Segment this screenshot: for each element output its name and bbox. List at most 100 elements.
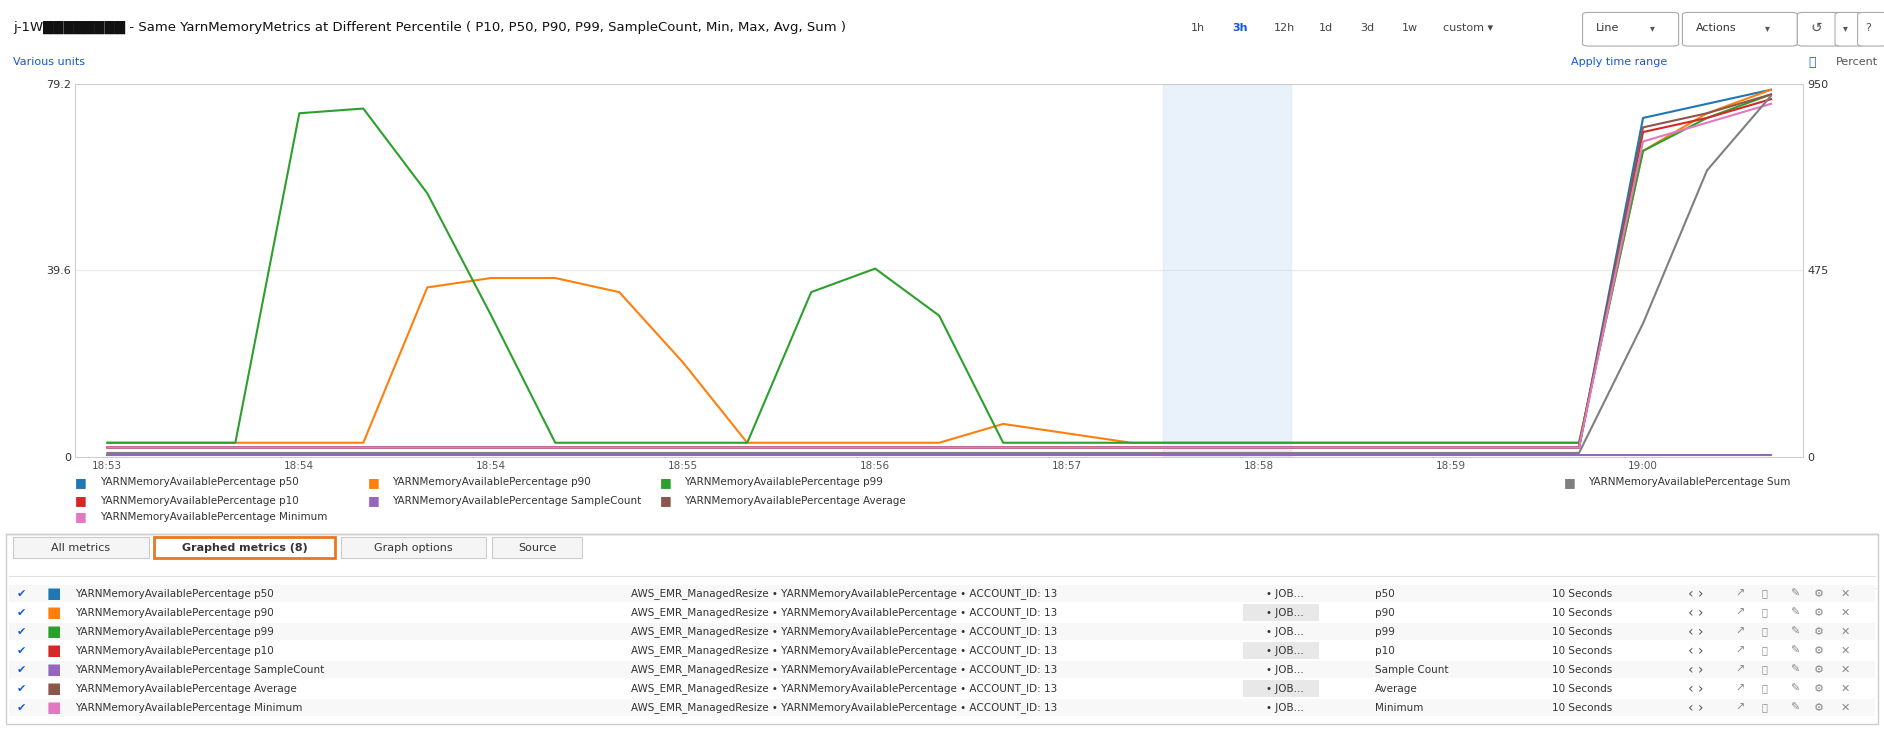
- Text: YARNMemoryAvailablePercentage Average: YARNMemoryAvailablePercentage Average: [75, 683, 298, 694]
- Text: ‹ ›: ‹ ›: [1688, 605, 1703, 620]
- Text: ⚙: ⚙: [1814, 664, 1824, 675]
- Text: Statistic:: Statistic:: [1330, 564, 1379, 574]
- Text: ‹ ›: ‹ ›: [1688, 700, 1703, 715]
- Text: ■: ■: [47, 605, 62, 620]
- Text: YARNMemoryAvailablePercentage SampleCount: YARNMemoryAvailablePercentage SampleCoun…: [75, 664, 324, 675]
- Text: Details: Details: [631, 577, 674, 588]
- Text: 10 Seconds: 10 Seconds: [1552, 645, 1613, 656]
- Text: Period:: Period:: [1545, 564, 1583, 574]
- Text: ✔: ✔: [17, 664, 26, 675]
- Text: YARNMemoryAvailablePercentage p50: YARNMemoryAvailablePercentage p50: [75, 588, 273, 599]
- Text: • JOB...: • JOB...: [1266, 626, 1304, 637]
- Text: Label: Label: [85, 577, 119, 588]
- Text: AWS_EMR_ManagedResize • YARNMemoryAvailablePercentage • ACCOUNT_ID: 13: AWS_EMR_ManagedResize • YARNMemoryAvaila…: [631, 588, 1057, 599]
- Text: ⚙: ⚙: [1814, 607, 1824, 618]
- Text: Minimum: Minimum: [1375, 702, 1424, 713]
- Text: ■: ■: [47, 662, 62, 677]
- Text: 10 Seconds: 10 Seconds: [1552, 607, 1613, 618]
- Text: AWS_EMR_ManagedResize • YARNMemoryAvailablePercentage • ACCOUNT_ID: 13: AWS_EMR_ManagedResize • YARNMemoryAvaila…: [631, 702, 1057, 713]
- Text: p99: p99: [1375, 626, 1396, 637]
- Text: ■: ■: [659, 476, 671, 489]
- Text: • JOB...: • JOB...: [1266, 683, 1304, 694]
- Text: ✎: ✎: [1790, 588, 1799, 599]
- Text: ✕: ✕: [1841, 607, 1850, 618]
- Text: 🔍: 🔍: [1809, 56, 1816, 69]
- Text: Various units: Various units: [13, 57, 85, 67]
- Text: Graphed metrics (8): Graphed metrics (8): [183, 542, 307, 553]
- Text: ↗: ↗: [1735, 683, 1745, 694]
- Text: ↺: ↺: [1811, 20, 1822, 35]
- Text: 10 Seconds: 10 Seconds: [1552, 664, 1613, 675]
- Text: p50: p50: [1375, 588, 1394, 599]
- Text: Apply time range: Apply time range: [1571, 57, 1667, 67]
- Text: 🔔: 🔔: [1762, 664, 1767, 675]
- Text: ✕: ✕: [1841, 683, 1850, 694]
- Text: •: •: [170, 564, 175, 574]
- Text: YARNMemoryAvailablePercentage p90: YARNMemoryAvailablePercentage p90: [75, 607, 273, 618]
- Text: 🔔: 🔔: [1762, 588, 1767, 599]
- Text: 10 Seconds: 10 Seconds: [1600, 564, 1664, 574]
- Text: ✎: ✎: [1790, 626, 1799, 637]
- Text: 🔔: 🔔: [1762, 645, 1767, 656]
- Text: AWS_EMR_ManagedResize • YARNMemoryAvailablePercentage • ACCOUNT_ID: 13: AWS_EMR_ManagedResize • YARNMemoryAvaila…: [631, 626, 1057, 637]
- Text: ✔: ✔: [17, 607, 26, 618]
- Text: 🔔: 🔔: [1762, 626, 1767, 637]
- Text: YARNMemoryAvailablePercentage Minimum: YARNMemoryAvailablePercentage Minimum: [75, 702, 303, 713]
- Text: 1d: 1d: [1319, 23, 1332, 33]
- Text: ▾: ▾: [1692, 564, 1697, 574]
- Text: Math expression: Math expression: [19, 564, 111, 574]
- Text: ■: ■: [1564, 476, 1575, 489]
- Text: Dynamic labels: Dynamic labels: [203, 564, 288, 574]
- Text: AWS_EMR_ManagedResize • YARNMemoryAvailablePercentage • ACCOUNT_ID: 13: AWS_EMR_ManagedResize • YARNMemoryAvaila…: [631, 683, 1057, 694]
- Text: ‹ ›: ‹ ›: [1688, 643, 1703, 658]
- Text: ▾: ▾: [1843, 23, 1848, 33]
- Text: ↗: ↗: [1735, 588, 1745, 599]
- Text: Source: Source: [518, 542, 556, 553]
- Text: AWS_EMR_ManagedResize • YARNMemoryAvailablePercentage • ACCOUNT_ID: 13: AWS_EMR_ManagedResize • YARNMemoryAvaila…: [631, 664, 1057, 675]
- Text: YARNMemoryAvailablePercentage p99: YARNMemoryAvailablePercentage p99: [684, 477, 884, 488]
- Text: ■: ■: [47, 643, 62, 658]
- Text: ‹ ›: ‹ ›: [1688, 586, 1703, 601]
- Text: ?: ?: [179, 564, 185, 574]
- Text: ✎: ✎: [1790, 607, 1799, 618]
- Text: ↗: ↗: [1735, 626, 1745, 637]
- Text: AWS_EMR_ManagedResize • YARNMemoryAvailablePercentage • ACCOUNT_ID: 13: AWS_EMR_ManagedResize • YARNMemoryAvaila…: [631, 607, 1057, 618]
- Text: ⚙: ⚙: [1814, 702, 1824, 713]
- Text: p10: p10: [1375, 645, 1394, 656]
- Text: • JOB...: • JOB...: [1266, 607, 1304, 618]
- Text: • JOB...: • JOB...: [1266, 702, 1304, 713]
- Text: YARNMemoryAvailablePercentage p50: YARNMemoryAvailablePercentage p50: [100, 477, 298, 488]
- Text: ✕: ✕: [1841, 645, 1850, 656]
- Text: YARNMemoryAvailablePercentage Minimum: YARNMemoryAvailablePercentage Minimum: [100, 512, 328, 522]
- Text: p90: p90: [1375, 607, 1394, 618]
- Text: 12h: 12h: [1274, 23, 1294, 33]
- Text: ▾: ▾: [1650, 23, 1656, 33]
- Text: custom ▾: custom ▾: [1443, 23, 1494, 33]
- Text: ↗: ↗: [1735, 645, 1745, 656]
- Text: ✔: ✔: [17, 588, 26, 599]
- Text: 10 Seconds: 10 Seconds: [1552, 683, 1613, 694]
- Text: 10 Seconds: 10 Seconds: [1552, 588, 1613, 599]
- Text: ■: ■: [75, 510, 87, 523]
- Text: Graph options: Graph options: [375, 542, 452, 553]
- Text: ↗: ↗: [1735, 702, 1745, 713]
- Text: ✔: ✔: [17, 683, 26, 694]
- Text: 🔔: 🔔: [1762, 683, 1767, 694]
- Text: ■: ■: [367, 476, 379, 489]
- Text: ■: ■: [75, 494, 87, 507]
- Text: ⚙: ⚙: [1814, 683, 1824, 694]
- Text: ‹ ›: ‹ ›: [1688, 681, 1703, 696]
- Text: YARNMemoryAvailablePercentage Sum: YARNMemoryAvailablePercentage Sum: [1588, 477, 1790, 488]
- Text: Actions: Actions: [1696, 23, 1737, 33]
- Text: • JOB...: • JOB...: [1266, 664, 1304, 675]
- Text: AWS_EMR_ManagedResize • YARNMemoryAvailablePercentage • ACCOUNT_ID: 13: AWS_EMR_ManagedResize • YARNMemoryAvaila…: [631, 645, 1057, 656]
- Text: ✕: ✕: [1841, 664, 1850, 675]
- Text: ▾: ▾: [1460, 564, 1466, 574]
- Text: 🔔: 🔔: [1762, 607, 1767, 618]
- Text: ■: ■: [47, 681, 62, 696]
- Text: 1h: 1h: [1191, 23, 1204, 33]
- Text: ✎: ✎: [1790, 683, 1799, 694]
- Text: YARNMemoryAvailablePercentage p99: YARNMemoryAvailablePercentage p99: [75, 626, 275, 637]
- Text: 3d: 3d: [1360, 23, 1373, 33]
- Text: ‹ ›: ‹ ›: [1688, 624, 1703, 639]
